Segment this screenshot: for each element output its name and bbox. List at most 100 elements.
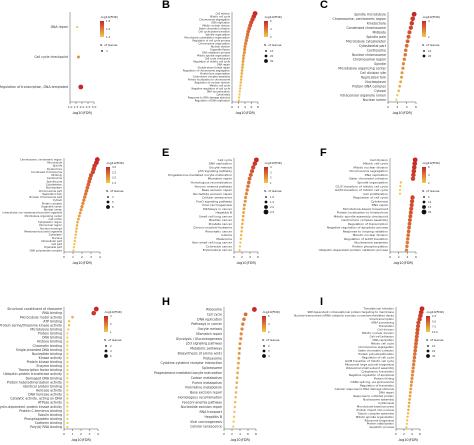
- category-label: Protein-DNA complex: [352, 84, 386, 88]
- data-point: [412, 355, 417, 360]
- panel-label: E: [162, 147, 170, 159]
- chart-panel-4: 0 1 2 3 4 -log10(FDR) Chromosome, centromeric …: [0, 148, 158, 296]
- category-label: Cell division: [216, 12, 231, 15]
- category-label: Oocyte meiosis: [209, 165, 232, 169]
- data-point: [66, 373, 69, 376]
- panel-label: F: [320, 147, 327, 159]
- category-label: G2/M transition of mitotic cell cycle: [345, 359, 394, 363]
- category-label: Chromosomal region: [353, 57, 386, 61]
- category-label: Carbon metabolism: [191, 376, 222, 380]
- data-point: [238, 245, 242, 248]
- category-label: Hepatitis B: [216, 211, 232, 215]
- x-tick-label: 6: [247, 432, 249, 436]
- data-point: [418, 313, 423, 318]
- category-label: Cellular senescence: [202, 196, 232, 200]
- category-label: Homologous recombination: [178, 395, 222, 399]
- data-point: [240, 69, 244, 72]
- category-label: p53 signaling pathway: [198, 169, 232, 173]
- data-point: [234, 391, 238, 394]
- data-point: [241, 57, 245, 60]
- category-label: Cell cycle: [207, 312, 222, 316]
- x-tick-label: 2: [238, 105, 240, 109]
- data-point: [407, 30, 412, 35]
- category-label: Biosynthesis of amino acids: [178, 351, 223, 355]
- data-point: [239, 78, 243, 81]
- data-point: [418, 309, 424, 315]
- legend-size-title: N. of Genes: [106, 189, 124, 193]
- legend-size-point: [264, 205, 268, 209]
- category-label: Cell cortex: [49, 217, 63, 221]
- x-tick-label: 4: [99, 255, 101, 259]
- category-label: Ubiquitin-protein transferase activity: [3, 372, 62, 376]
- category-label: Nuclear chromosome: [352, 53, 386, 57]
- data-point: [244, 195, 248, 200]
- category-label: Pyrimidine metabolism: [185, 386, 222, 390]
- data-point: [417, 317, 422, 322]
- category-label: Mitotic spindle organization: [197, 54, 231, 57]
- category-label: DNA repair: [217, 63, 230, 66]
- chart-svg: 0 1 2 3 4 -log10(FDR) Structural constituent o…: [0, 306, 122, 442]
- data-point: [238, 342, 242, 346]
- category-label: Chronic myeloid leukemia: [193, 226, 232, 230]
- chart-panel-1: 1.0 1.5 2.0 2.5 3.0 -log10(FDR) DNA repair Cell…: [0, 0, 158, 148]
- category-label: Catalytic activity, acting on DNA: [10, 397, 63, 401]
- data-point: [398, 188, 402, 192]
- category-label: Protein localization to kinetochore: [337, 211, 388, 215]
- data-point: [80, 205, 84, 209]
- data-point: [405, 244, 409, 249]
- category-label: Mitotic nuclear division: [202, 24, 230, 27]
- data-point: [242, 317, 246, 321]
- data-point: [233, 405, 236, 409]
- data-point: [407, 221, 412, 226]
- category-label: Replication fork: [361, 75, 386, 79]
- legend-size-point: [427, 345, 429, 347]
- data-point: [241, 60, 245, 63]
- category-label: Microtubule: [47, 161, 62, 165]
- x-axis-label: -log10(FDR): [393, 261, 414, 265]
- category-label: DNA helicase activity: [28, 393, 62, 397]
- legend-color-tick: 1.5: [112, 181, 116, 185]
- x-tick-label: 0: [63, 255, 65, 259]
- category-label: Microtubule cytoskeleton: [346, 39, 386, 43]
- data-point: [242, 211, 246, 214]
- legend-size-point: [262, 354, 266, 358]
- data-point: [410, 380, 414, 384]
- data-point: [408, 25, 414, 30]
- legend-color-tick: 2: [428, 181, 430, 185]
- legend-size-tick: 3: [112, 195, 114, 199]
- data-point: [239, 81, 243, 84]
- data-point: [243, 199, 247, 203]
- data-point: [244, 38, 248, 43]
- data-point: [240, 226, 244, 229]
- category-label: DNA metabolic process: [202, 51, 231, 54]
- data-point: [232, 425, 235, 428]
- data-point: [241, 63, 245, 66]
- data-point: [66, 356, 69, 359]
- category-label: Centrosome: [367, 48, 386, 52]
- category-label: Double-strand break repair: [198, 66, 230, 69]
- category-label: Kinetochore: [47, 167, 62, 171]
- data-point: [232, 420, 235, 423]
- legend-color-tick: 2: [270, 35, 272, 39]
- data-point: [67, 328, 70, 331]
- x-axis-label: -log10(FDR): [72, 111, 93, 115]
- data-point: [406, 415, 409, 418]
- data-point: [66, 368, 69, 372]
- data-point: [408, 210, 413, 215]
- data-point: [84, 189, 89, 193]
- data-point: [405, 39, 410, 44]
- legend-size-title: N. of Genes: [422, 189, 440, 193]
- legend-size-point: [264, 59, 268, 63]
- x-axis-label: -log10(FDR): [72, 261, 93, 265]
- data-point: [406, 229, 411, 234]
- legend-size-point: [265, 50, 267, 52]
- data-point: [411, 369, 415, 374]
- category-label: Purine metabolism: [192, 381, 222, 385]
- category-label: Cytoplasmic translation: [361, 369, 394, 373]
- category-label: Viral carcinogenesis: [190, 420, 222, 424]
- data-point: [88, 176, 93, 181]
- data-point: [235, 381, 239, 384]
- category-label: Proteasome: [203, 356, 222, 360]
- category-label: Nuclear-transcribed mRNA catabolic proce…: [294, 314, 394, 318]
